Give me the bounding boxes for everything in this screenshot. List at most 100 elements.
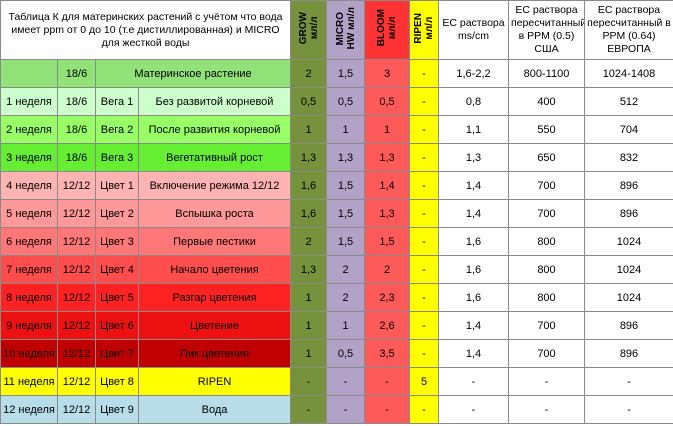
stage-cell: Цвет 1 <box>95 171 139 200</box>
micro-cell: 1 <box>326 115 365 144</box>
ppm-usa-cell: 400 <box>508 87 585 116</box>
ec-cell: - <box>438 395 509 424</box>
micro-cell: 1,5 <box>326 59 365 88</box>
bloom-cell: 1 <box>364 115 410 144</box>
bloom-header: BLOOM мл/л <box>364 0 410 60</box>
light-cell: 12/12 <box>57 255 96 284</box>
micro-cell: 1,5 <box>326 227 365 256</box>
ppm-eu-cell: 896 <box>584 199 673 228</box>
grow-cell: 1,6 <box>290 171 327 200</box>
phase-name-cell: Первые пестики <box>138 227 291 256</box>
ripen-cell: 5 <box>409 367 439 396</box>
stage-cell: Цвет 5 <box>95 283 139 312</box>
stage-cell: Цвет 7 <box>95 339 139 368</box>
ppm-eu-cell: 1024 <box>584 255 673 284</box>
grow-cell: - <box>290 367 327 396</box>
ppm-usa-header: EC раствора пересчитанный в PPM (0.5) СШ… <box>508 0 585 60</box>
bloom-cell: 2,6 <box>364 311 410 340</box>
table-title: Таблица К для материнских растений с учё… <box>0 0 291 60</box>
week-cell: 4 неделя <box>0 171 58 200</box>
grow-cell: 1,6 <box>290 199 327 228</box>
light-cell: 12/12 <box>57 395 96 424</box>
week-cell: 5 неделя <box>0 199 58 228</box>
week-cell: 8 неделя <box>0 283 58 312</box>
ppm-usa-cell: 800 <box>508 255 585 284</box>
week-cell: 3 неделя <box>0 143 58 172</box>
light-cell: 18/6 <box>57 115 96 144</box>
micro-label: MICRO <box>334 11 346 45</box>
table-row: 11 неделя 12/12 Цвет 8 RIPEN - - -5- - - <box>0 367 673 396</box>
bloom-cell: 3,5 <box>364 339 410 368</box>
grow-unit: мл/л <box>308 16 320 40</box>
ppm-eu-cell: 832 <box>584 143 673 172</box>
ec-cell: 1,4 <box>438 199 509 228</box>
ripen-cell: - <box>409 87 439 116</box>
ripen-cell: - <box>409 199 439 228</box>
light-cell: 12/12 <box>57 367 96 396</box>
bloom-cell: 1,3 <box>364 199 410 228</box>
ppm-usa-cell: 650 <box>508 143 585 172</box>
micro-cell: 1,3 <box>326 143 365 172</box>
light-cell: 12/12 <box>57 199 96 228</box>
table-row: 6 неделя 12/12 Цвет 3 Первые пестики 2 1,5 1,5… <box>0 227 673 256</box>
ppm-usa-cell: - <box>508 367 585 396</box>
ppm-usa-cell: - <box>508 395 585 424</box>
header-row: Таблица К для материнских растений с учё… <box>0 0 673 60</box>
ppm-eu-header: EC раствора пересчитанный в PPM (0.64) Е… <box>584 0 673 60</box>
bloom-cell: 2 <box>364 255 410 284</box>
ripen-header: RIPEN мл/л <box>409 0 439 60</box>
ripen-cell: - <box>409 59 439 88</box>
table-row: 5 неделя 12/12 Цвет 2 Вспышка роста 1,6 1,5 1,… <box>0 199 673 228</box>
ripen-cell: - <box>409 255 439 284</box>
micro-cell: 2 <box>326 283 365 312</box>
bloom-cell: 0,5 <box>364 87 410 116</box>
bloom-unit: мл/л <box>387 16 398 40</box>
ppm-usa-cell: 800 <box>508 283 585 312</box>
grow-cell: 2 <box>290 59 327 88</box>
ppm-eu-cell: 704 <box>584 115 673 144</box>
ppm-usa-cell: 550 <box>508 115 585 144</box>
ripen-cell: - <box>409 283 439 312</box>
phase-name-cell: Разгар цветения <box>138 283 291 312</box>
ppm-eu-cell: 896 <box>584 339 673 368</box>
ec-cell: - <box>438 367 509 396</box>
table-row: 10 неделя 12/12 Цвет 7 Пик цветения 1 0,5 3,5-… <box>0 339 673 368</box>
ppm-eu-cell: 1024 <box>584 227 673 256</box>
table-row: 4 неделя 12/12 Цвет 1 Включение режима 12/1… <box>0 171 673 200</box>
light-cell: 12/12 <box>57 283 96 312</box>
light-cell: 12/12 <box>57 339 96 368</box>
phase-name-cell: RIPEN <box>138 367 291 396</box>
light-cell: 18/6 <box>57 87 96 116</box>
week-cell: 6 неделя <box>0 227 58 256</box>
ripen-cell: - <box>409 227 439 256</box>
bloom-cell: - <box>364 367 410 396</box>
grow-cell: 2 <box>290 227 327 256</box>
grow-cell: 1 <box>290 283 327 312</box>
grow-cell: 1,3 <box>290 143 327 172</box>
ec-cell: 1,6 <box>438 255 509 284</box>
stage-cell: Цвет 3 <box>95 227 139 256</box>
ppm-eu-cell: 1024-1408 <box>584 59 673 88</box>
phase-name-cell: Включение режима 12/12 <box>138 171 291 200</box>
ppm-eu-cell: 1024 <box>584 283 673 312</box>
ripen-cell: - <box>409 171 439 200</box>
ppm-usa-cell: 800 <box>508 227 585 256</box>
ripen-cell: - <box>409 339 439 368</box>
table-row: 3 неделя 18/6 Вега 3 Вегетативный рост 1,3 1,… <box>0 143 673 172</box>
ec-cell: 1,1 <box>438 115 509 144</box>
week-cell: 11 неделя <box>0 367 58 396</box>
stage-cell: Цвет 9 <box>95 395 139 424</box>
ripen-cell: - <box>409 395 439 424</box>
grow-cell: 0,5 <box>290 87 327 116</box>
table-row: 12 неделя 12/12 Цвет 9 Вода - - - - - - - <box>0 395 673 424</box>
stage-cell: Цвет 6 <box>95 311 139 340</box>
table-row: 2 неделя 18/6 Вега 2 После развития корнево… <box>0 115 673 144</box>
phase-name-cell: После развития корневой <box>138 115 291 144</box>
ec-cell: 1,4 <box>438 339 509 368</box>
ppm-usa-cell: 700 <box>508 199 585 228</box>
week-cell <box>0 59 58 88</box>
ec-cell: 1,4 <box>438 171 509 200</box>
